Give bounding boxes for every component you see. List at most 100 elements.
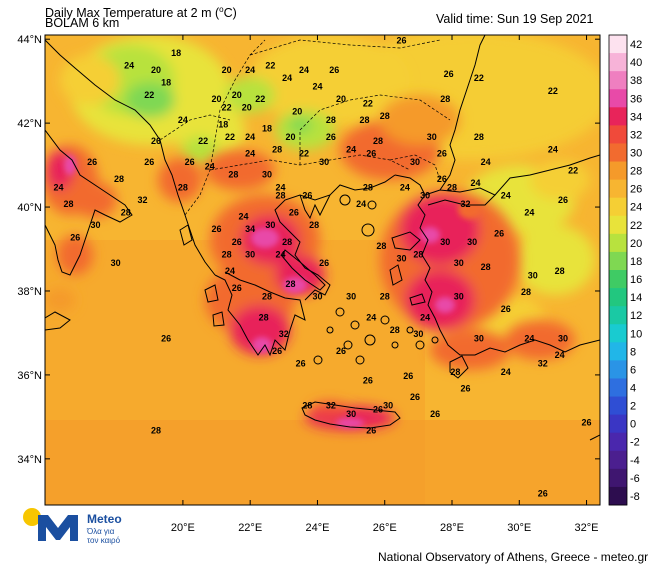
colorbar-swatch: [609, 360, 627, 379]
temperature-value-label: 26: [302, 191, 312, 201]
temperature-value-label: 30: [467, 237, 477, 247]
temperature-value-label: 26: [410, 392, 420, 402]
temperature-value-label: 24: [400, 182, 410, 192]
temperature-value-label: 22: [144, 90, 154, 100]
coastlines: [45, 35, 600, 441]
temperature-value-label: 26: [289, 207, 299, 217]
temperature-value-label: 26: [232, 283, 242, 293]
temperature-value-label: 24: [275, 249, 285, 259]
temperature-value-label: 24: [205, 161, 215, 171]
temperature-value-label: 26: [319, 258, 329, 268]
temperature-value-label: 28: [326, 115, 336, 125]
temperature-value-label: 24: [366, 312, 376, 322]
temperature-value-label: 20: [212, 94, 222, 104]
temperature-value-label: 24: [178, 115, 188, 125]
colorbar-swatch: [609, 107, 627, 126]
lat-label: 42°N: [17, 118, 42, 130]
temperature-value-label: 28: [64, 199, 74, 209]
temperature-value-label: 20: [222, 65, 232, 75]
colorbar-swatch: [609, 35, 627, 54]
temperature-value-label: 24: [501, 191, 511, 201]
temperature-value-label: 28: [555, 266, 565, 276]
colorbar-level-label: -4: [630, 455, 640, 467]
temperature-value-label: 26: [70, 233, 80, 243]
temperature-value-label: 22: [548, 86, 558, 96]
temperature-value-label: 26: [538, 489, 548, 499]
colorbar-swatch: [609, 197, 627, 217]
temperature-value-label: 28: [275, 191, 285, 201]
lon-label: 30°E: [507, 522, 531, 534]
temperature-value-label: 20: [151, 65, 161, 75]
colorbar-level-label: 40: [630, 57, 642, 69]
temperature-value-label: 26: [501, 304, 511, 314]
temperature-value-label: 26: [558, 195, 568, 205]
longitude-axis: 20°E 22°E 24°E 26°E 28°E 30°E 32°E: [171, 35, 599, 534]
temperature-value-label: 30: [245, 249, 255, 259]
temperature-value-label: 22: [198, 136, 208, 146]
borders: [159, 39, 451, 216]
colorbar-level-label: 14: [630, 292, 642, 304]
temperature-value-label: 28: [222, 249, 232, 259]
temperature-value-label: 28: [262, 291, 272, 301]
colorbar-level-label: 12: [630, 310, 642, 322]
temperature-value-label: 24: [299, 65, 309, 75]
temperature-value-label: 26: [437, 174, 447, 184]
temperature-value-label: 30: [265, 220, 275, 230]
temperature-value-label: 22: [363, 98, 373, 108]
colorbar-swatch: [609, 270, 627, 289]
map-frame: [44, 34, 601, 506]
colorbar-level-label: -2: [630, 437, 640, 449]
temperature-value-label: 30: [319, 157, 329, 167]
temperature-value-label: 28: [228, 170, 238, 180]
temperature-value-label: 24: [471, 178, 481, 188]
temperature-value-label: 26: [366, 426, 376, 436]
colorbar-swatch: [609, 306, 627, 325]
temperature-value-label: 30: [312, 291, 322, 301]
lon-label: 24°E: [305, 522, 329, 534]
temperature-value-label: 24: [312, 82, 322, 92]
temperature-value-label: 24: [548, 145, 558, 155]
temperature-value-label: 30: [397, 254, 407, 264]
temperature-value-label: 28: [450, 367, 460, 377]
temperature-value-label: 20: [242, 103, 252, 113]
colorbar-swatch: [609, 233, 627, 253]
temperature-value-label: 26: [444, 69, 454, 79]
colorbar-swatch: [609, 161, 627, 181]
temperature-value-label: 26: [437, 149, 447, 159]
temperature-value-label: 26: [336, 346, 346, 356]
temperature-value-label: 22: [568, 165, 578, 175]
colorbar-swatch: [609, 125, 627, 144]
logo-tagline: Όλα για τον καιρό: [87, 527, 121, 545]
colorbar-swatch: [609, 378, 627, 397]
valid-time: Valid time: Sun 19 Sep 2021: [436, 12, 594, 26]
colorbar-level-label: 36: [630, 93, 642, 105]
temperature-value-label: 28: [413, 249, 423, 259]
colorbar-level-label: 24: [630, 202, 642, 214]
colorbar: 424038363432302826242220181614121086420-…: [608, 34, 642, 506]
temperature-value-label: 30: [262, 170, 272, 180]
temperature-value-label: 26: [272, 346, 282, 356]
temperature-value-label: 28: [259, 312, 269, 322]
logo-name: Meteo: [87, 512, 122, 526]
temperature-value-label: 28: [376, 241, 386, 251]
temperature-value-label: 24: [245, 65, 255, 75]
temperature-value-label: 22: [474, 73, 484, 83]
colorbar-level-label: 4: [630, 383, 636, 395]
colorbar-level-label: 20: [630, 238, 642, 250]
colorbar-swatch: [609, 450, 627, 470]
temperature-value-label: 30: [474, 333, 484, 343]
temperature-value-label: 24: [124, 61, 134, 71]
colorbar-swatch: [609, 342, 627, 361]
temperature-value-label: 28: [302, 400, 312, 410]
temperature-value-label: 26: [430, 409, 440, 419]
temperature-value-label: 24: [238, 212, 248, 222]
temperature-value-label: 28: [447, 182, 457, 192]
lat-label: 38°N: [17, 286, 42, 298]
temperature-value-label: 26: [460, 384, 470, 394]
temperature-value-label: 28: [363, 182, 373, 192]
temperature-value-label: 20: [336, 94, 346, 104]
temperature-value-label: 30: [383, 400, 393, 410]
temperature-value-label: 20: [232, 90, 242, 100]
